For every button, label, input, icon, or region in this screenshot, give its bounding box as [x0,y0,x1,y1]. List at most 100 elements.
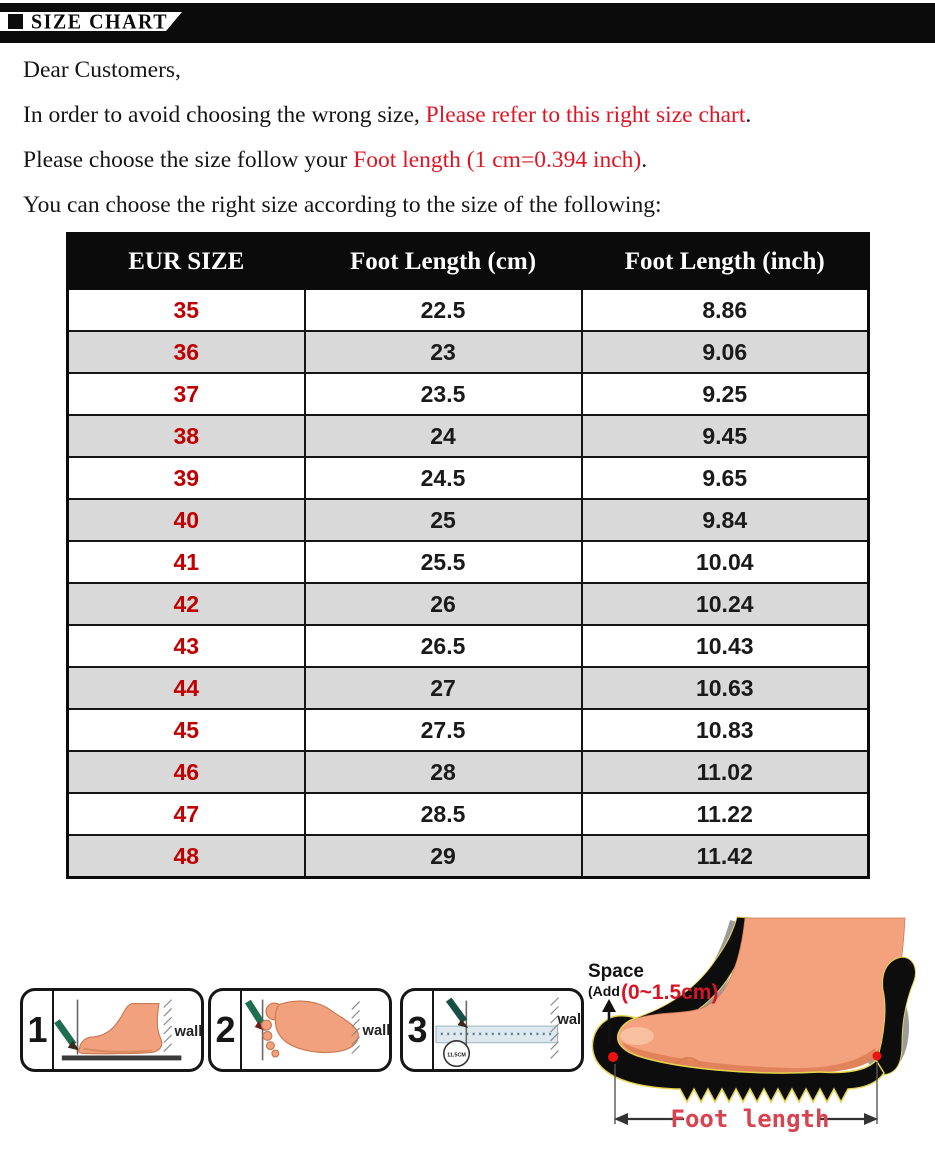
table-row: 35 22.5 8.86 [66,288,870,332]
step-2-wall-label: wall [362,1023,389,1039]
eur-size-cell: 43 [66,624,306,668]
eur-size-cell: 40 [66,498,306,542]
intro-line4-text: You can choose the right size according … [23,192,662,218]
measure-step-1-panel: 1 wall [20,988,204,1072]
foot-length-inch-cell: 10.83 [580,708,870,752]
step-1-foot-side-illustration: wall [54,999,201,1061]
table-row: 38 24 9.45 [66,414,870,458]
table-row: 36 23 9.06 [66,330,870,374]
foot-length-inch-cell: 9.25 [580,372,870,416]
ruler-value-label: 11.5CM [447,1052,466,1058]
foot-length-cm-cell: 23.5 [303,372,583,416]
foot-length-cm-cell: 26.5 [303,624,583,668]
foot-length-cm-cell: 27.5 [303,708,583,752]
banner-top-stripe [0,3,935,12]
eur-size-cell: 48 [66,834,306,879]
foot-length-diagram: Space (Add (0~1.5cm) Foot length [588,916,916,1133]
table-row: 48 29 11.42 [66,834,870,879]
wall-hatching [163,999,173,1052]
eur-size-cell: 39 [66,456,306,500]
pencil-icon [445,997,469,1029]
measure-step-2-panel: 2 wall [208,988,392,1072]
foot-length-cm-cell: 22.5 [303,288,583,332]
foot-length-cm-cell: 26 [303,582,583,626]
eur-size-cell: 38 [66,414,306,458]
intro-line3-black: Please choose the size follow your [23,147,354,173]
intro-line2-period: . [745,102,752,128]
foot-length-label: Foot length [671,1105,830,1133]
foot-length-inch-cell: 10.24 [580,582,870,626]
banner-square-bullet-icon [8,14,23,29]
foot-length-cm-cell: 25 [303,498,583,542]
intro-line-3: Please choose the size follow your Foot … [23,138,923,183]
table-row: 42 26 10.24 [66,582,870,626]
size-table-body: 35 22.5 8.86 36 23 9.06 37 23.5 9.25 38 24 9.45 39 24… [66,288,870,879]
foot-length-inch-cell: 9.84 [580,498,870,542]
table-row: 41 25.5 10.04 [66,540,870,584]
pencil-icon [54,1019,80,1051]
header-eur-size: EUR SIZE [66,232,306,290]
intro-line-2: In order to avoid choosing the wrong siz… [23,93,923,138]
eur-size-cell: 44 [66,666,306,710]
table-row: 40 25 9.84 [66,498,870,542]
step-2-number: 2 [211,991,242,1069]
foot-length-cm-cell: 24 [303,414,583,458]
measure-step-3-panel: 3 11.5CM wall [400,988,584,1072]
measured-length-circle: 11.5CM [443,1039,471,1068]
step-2-foot-sole-illustration: wall [244,999,389,1061]
foot-length-inch-cell: 11.22 [580,792,870,836]
intro-paragraphs: Dear Customers, In order to avoid choosi… [23,48,923,228]
wall-hatching [550,997,559,1059]
banner-bottom-stripe [0,31,935,43]
foot-length-inch-cell: 9.65 [580,456,870,500]
banner-diagonal-block [166,12,935,31]
add-label: (Add [588,983,620,999]
foot-length-inch-cell: 10.63 [580,666,870,710]
floor-line [61,1055,182,1061]
foot-length-cm-cell: 28.5 [303,792,583,836]
eur-size-cell: 46 [66,750,306,794]
eur-size-cell: 41 [66,540,306,584]
foot-length-cm-cell: 24.5 [303,456,583,500]
step-3-number: 3 [403,991,434,1069]
eur-size-cell: 35 [66,288,306,332]
foot-length-cm-cell: 27 [303,666,583,710]
table-row: 47 28.5 11.22 [66,792,870,836]
step-1-number: 1 [23,991,54,1069]
table-row: 43 26.5 10.43 [66,624,870,668]
left-arrow-icon [614,1113,628,1125]
right-arrow-icon [864,1113,878,1125]
step-3-wall-label: wall [556,1012,581,1028]
header-foot-length-cm: Foot Length (cm) [303,232,583,290]
eur-size-cell: 37 [66,372,306,416]
foot-length-inch-cell: 8.86 [580,288,870,332]
intro-line1-text: Dear Customers, [23,57,181,83]
add-value-label: (0~1.5cm) [621,981,718,1004]
toe-point-dot [608,1052,618,1062]
step-1-wall-label: wall [174,1024,201,1040]
foot-length-inch-cell: 9.06 [580,330,870,374]
foot-length-inch-cell: 9.45 [580,414,870,458]
intro-line3-period: . [641,147,648,173]
eur-size-cell: 42 [66,582,306,626]
intro-line2-red: Please refer to this right size chart [425,102,746,128]
table-row: 46 28 11.02 [66,750,870,794]
foot-length-cm-cell: 28 [303,750,583,794]
shoe-sole [591,1015,885,1104]
size-table-header-row: EUR SIZE Foot Length (cm) Foot Length (i… [66,232,870,290]
banner-title: SIZE CHART [31,10,169,34]
foot-length-cm-cell: 29 [303,834,583,879]
table-row: 44 27 10.63 [66,666,870,710]
intro-line-4: You can choose the right size according … [23,183,923,228]
size-chart-banner: SIZE CHART [0,0,935,44]
eur-size-cell: 45 [66,708,306,752]
up-arrow-icon [602,999,616,1012]
foot-length-inch-cell: 11.42 [580,834,870,879]
table-row: 39 24.5 9.65 [66,456,870,500]
header-foot-length-inch: Foot Length (inch) [580,232,870,290]
intro-line2-black: In order to avoid choosing the wrong siz… [23,102,426,128]
step-3-ruler-illustration: 11.5CM wall [435,997,581,1068]
eur-size-cell: 36 [66,330,306,374]
foot-side-shape [78,1002,163,1055]
foot-length-cm-cell: 23 [303,330,583,374]
